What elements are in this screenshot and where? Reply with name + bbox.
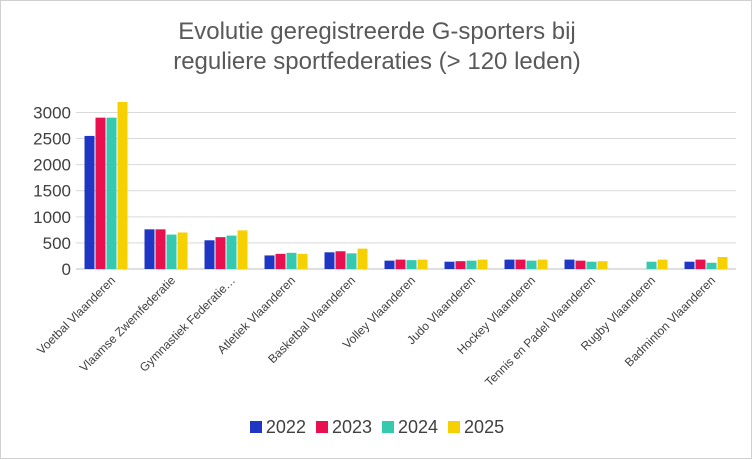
y-tick-label: 1000 bbox=[33, 208, 71, 227]
bar bbox=[466, 260, 477, 269]
chart-title-line-2: reguliere sportfederaties (> 120 leden) bbox=[173, 48, 581, 75]
bar bbox=[384, 260, 395, 269]
bar bbox=[706, 262, 717, 269]
legend-swatch bbox=[448, 421, 461, 433]
y-axis: 0 500 1000 1500 2000 2500 3000 bbox=[33, 103, 71, 279]
legend-swatch bbox=[382, 421, 394, 433]
bar bbox=[346, 253, 357, 269]
bar bbox=[215, 237, 226, 269]
legend-label: 2023 bbox=[331, 417, 372, 437]
bars bbox=[84, 102, 728, 269]
legend-item: 2025 bbox=[448, 417, 504, 438]
legend-label: 2025 bbox=[464, 417, 505, 437]
bar bbox=[455, 261, 466, 269]
bar bbox=[417, 259, 428, 269]
bar bbox=[117, 102, 128, 269]
legend: 2022 2023 2024 2025 bbox=[1, 417, 752, 438]
chart-title: Evolutie geregistreerde G-sporters bij r… bbox=[1, 17, 752, 77]
bar bbox=[406, 260, 417, 269]
x-tick-label: Tennis en Padel Vlaanderen bbox=[482, 273, 598, 389]
bar bbox=[286, 252, 297, 269]
bar bbox=[177, 232, 188, 269]
bar bbox=[226, 235, 237, 269]
bar bbox=[275, 253, 286, 269]
legend-item: 2023 bbox=[315, 417, 372, 438]
y-tick-label: 500 bbox=[43, 234, 71, 253]
bar bbox=[537, 259, 548, 269]
bar bbox=[297, 253, 308, 269]
bar bbox=[335, 251, 346, 269]
bar bbox=[264, 255, 275, 269]
bar bbox=[684, 261, 695, 269]
bar bbox=[144, 229, 155, 269]
bar bbox=[395, 259, 406, 269]
bar bbox=[444, 261, 455, 269]
legend-swatch bbox=[249, 421, 262, 433]
bar bbox=[717, 256, 728, 269]
bar bbox=[324, 252, 335, 269]
bar bbox=[564, 259, 575, 269]
legend-label: 2024 bbox=[398, 417, 439, 437]
legend-swatch bbox=[315, 421, 328, 433]
chart-title-line-1: Evolutie geregistreerde G-sporters bij bbox=[178, 18, 576, 45]
legend-item: 2022 bbox=[249, 417, 306, 438]
legend-item: 2024 bbox=[382, 417, 438, 438]
bar bbox=[357, 248, 368, 269]
bar bbox=[586, 261, 597, 269]
y-tick-label: 3000 bbox=[33, 103, 71, 122]
legend-label: 2022 bbox=[265, 417, 306, 437]
y-tick-label: 1500 bbox=[33, 182, 71, 201]
bar bbox=[237, 230, 248, 269]
y-tick-label: 0 bbox=[62, 260, 71, 279]
bar bbox=[504, 259, 515, 269]
y-tick-label: 2000 bbox=[33, 156, 71, 175]
bar bbox=[646, 261, 657, 269]
bar bbox=[84, 135, 95, 269]
bar bbox=[106, 117, 117, 269]
bar bbox=[95, 117, 106, 269]
bar bbox=[695, 259, 706, 269]
bar bbox=[166, 234, 177, 269]
bar bbox=[526, 260, 537, 269]
bar bbox=[155, 229, 166, 269]
bar bbox=[477, 259, 488, 269]
bar bbox=[204, 240, 215, 269]
bar bbox=[515, 259, 526, 269]
bar bbox=[575, 260, 586, 269]
bar bbox=[597, 261, 608, 269]
bar bbox=[657, 259, 668, 269]
y-tick-label: 2500 bbox=[33, 130, 71, 149]
